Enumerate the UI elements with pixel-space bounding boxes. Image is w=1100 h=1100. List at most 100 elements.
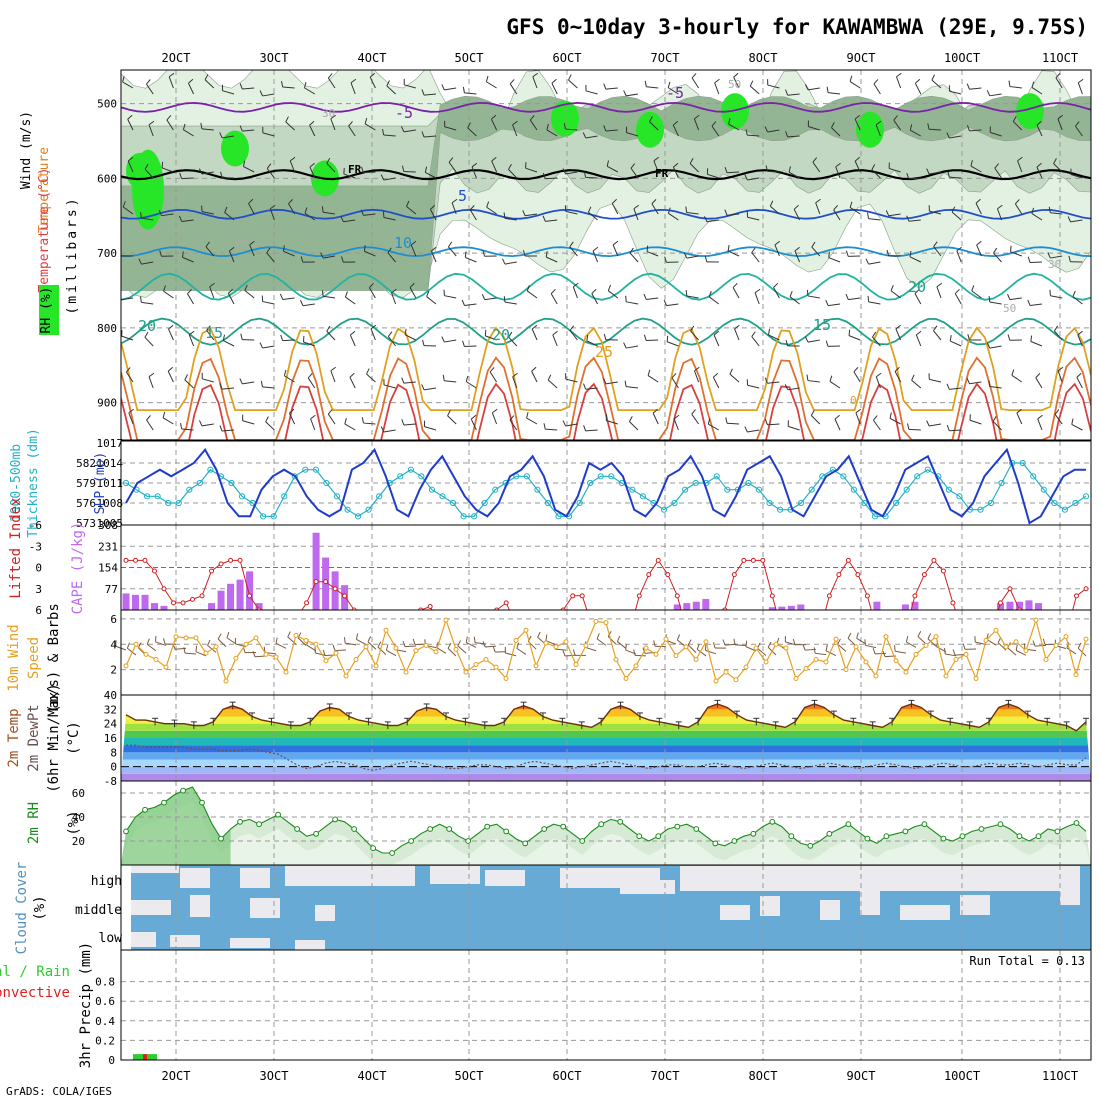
wind-barb: [835, 166, 841, 179]
y-tick-label-pressure: 700: [97, 247, 117, 260]
wind-barb-flag: [366, 368, 370, 375]
wind-barb-flag: [330, 366, 336, 372]
wind-barb: [989, 385, 1002, 389]
thickness-point: [481, 499, 488, 507]
wind-barb: [569, 246, 578, 257]
wind-barb: [262, 93, 275, 97]
wind-barb: [873, 83, 881, 95]
wind-barb-flag: [542, 215, 546, 222]
wind-speed-point: [133, 641, 139, 647]
wind-barb: [391, 292, 397, 305]
wind-barb: [304, 212, 316, 221]
wind-barb-flag: [1027, 299, 1031, 306]
thickness-point: [492, 486, 499, 493]
wind-barb: [1053, 330, 1063, 341]
wind-speed-point: [713, 678, 719, 684]
wind-barb-flag: [829, 375, 833, 382]
wind-barb: [626, 386, 639, 389]
wind-barb-flag: [310, 414, 316, 420]
wind-barb-flag: [167, 366, 174, 372]
wind-barb-flag: [289, 156, 296, 162]
rh-point: [1035, 833, 1042, 840]
wind-barb: [282, 339, 295, 342]
wind-barb: [249, 244, 255, 257]
wind-barb: [652, 412, 659, 425]
lifted-index-point: [769, 593, 775, 599]
wind-barb-flag: [946, 132, 950, 139]
lifted-index-point: [997, 600, 1003, 606]
wind-barb: [726, 422, 740, 425]
wind-barb: [367, 641, 377, 650]
wind-barb: [1070, 174, 1083, 179]
wind-speed-point: [743, 664, 749, 670]
wind-barb-flag: [713, 372, 719, 378]
wind-barb: [486, 81, 497, 89]
wind-barb-flag: [486, 201, 490, 208]
cape-bar: [1015, 601, 1023, 610]
ylabel-precip-2: Total / Rain: [0, 964, 70, 980]
y-tick-label-thickness: 582: [76, 457, 96, 470]
contour-label: FR: [655, 167, 669, 180]
wind-barb: [182, 256, 194, 263]
wind-barb: [366, 373, 376, 383]
wind-barb-flag: [583, 171, 587, 178]
wind-barb-flag: [970, 160, 973, 167]
cloud-gap: [250, 898, 280, 918]
wind-barb-flag: [848, 329, 851, 336]
wind-barb-flag: [596, 633, 600, 640]
wind-barb-flag: [183, 647, 186, 654]
lifted-index-point: [304, 600, 310, 606]
footer-credit: GrADS: COLA/IGES: [6, 1085, 112, 1098]
wind-barb-flag: [744, 174, 748, 181]
wind-speed-point: [563, 639, 569, 645]
thickness-point: [850, 486, 858, 493]
wind-barb: [767, 381, 780, 384]
wind-speed-point: [1053, 643, 1059, 649]
wind-barb: [403, 423, 416, 426]
y-tick-label-wind: 2: [110, 664, 117, 677]
isotherm-line: [121, 101, 1091, 113]
wind-speed-point: [773, 641, 779, 647]
lifted-index-point: [579, 593, 585, 599]
wind-barb: [992, 421, 1002, 431]
date-tick-top: 8OCT: [749, 51, 778, 65]
wind-barb-flag: [855, 408, 862, 414]
wind-barb-flag: [451, 198, 458, 204]
wind-barb-flag: [1016, 408, 1022, 414]
wind-barb-flag: [856, 632, 859, 639]
wind-barb: [465, 381, 477, 389]
wind-barb: [444, 126, 457, 131]
wind-barb-flag: [327, 73, 333, 79]
y-tick-label-temp: -8: [104, 775, 117, 788]
wind-speed-point: [453, 646, 459, 652]
wind-barb-flag: [412, 638, 416, 645]
date-tick-bottom: 3OCT: [260, 1069, 289, 1083]
wind-speed-point: [1013, 639, 1019, 645]
wind-barb-flag: [813, 647, 816, 654]
wind-barb: [288, 412, 296, 425]
wind-barb: [224, 212, 235, 221]
wind-barb: [266, 252, 275, 263]
wind-barb: [969, 419, 982, 425]
wind-barb-flag: [849, 201, 853, 208]
wind-barb-flag: [144, 331, 149, 338]
wind-barb: [288, 203, 296, 215]
wind-barb: [155, 641, 167, 646]
wind-barb-flag: [765, 165, 768, 172]
wind-barb-flag: [404, 328, 407, 335]
wind-barb: [833, 209, 841, 221]
wind-barb: [545, 219, 558, 222]
wind-barb: [612, 244, 619, 257]
upper-air-plot: -5 -5 FR FR 5 10 20 20 25 15 20 15 30 30 50 50 50 0: [121, 70, 1091, 440]
wind-barb-flag: [550, 288, 556, 294]
wind-barb: [127, 647, 137, 656]
rh-point: [503, 828, 510, 835]
lifted-index-point: [655, 557, 661, 563]
wind-barb: [349, 334, 356, 347]
wind-speed-point: [663, 636, 669, 642]
wind-barb: [929, 378, 942, 383]
wind-barb: [572, 286, 578, 299]
wind-barb-flag: [1027, 256, 1031, 263]
thickness-point: [175, 499, 182, 507]
